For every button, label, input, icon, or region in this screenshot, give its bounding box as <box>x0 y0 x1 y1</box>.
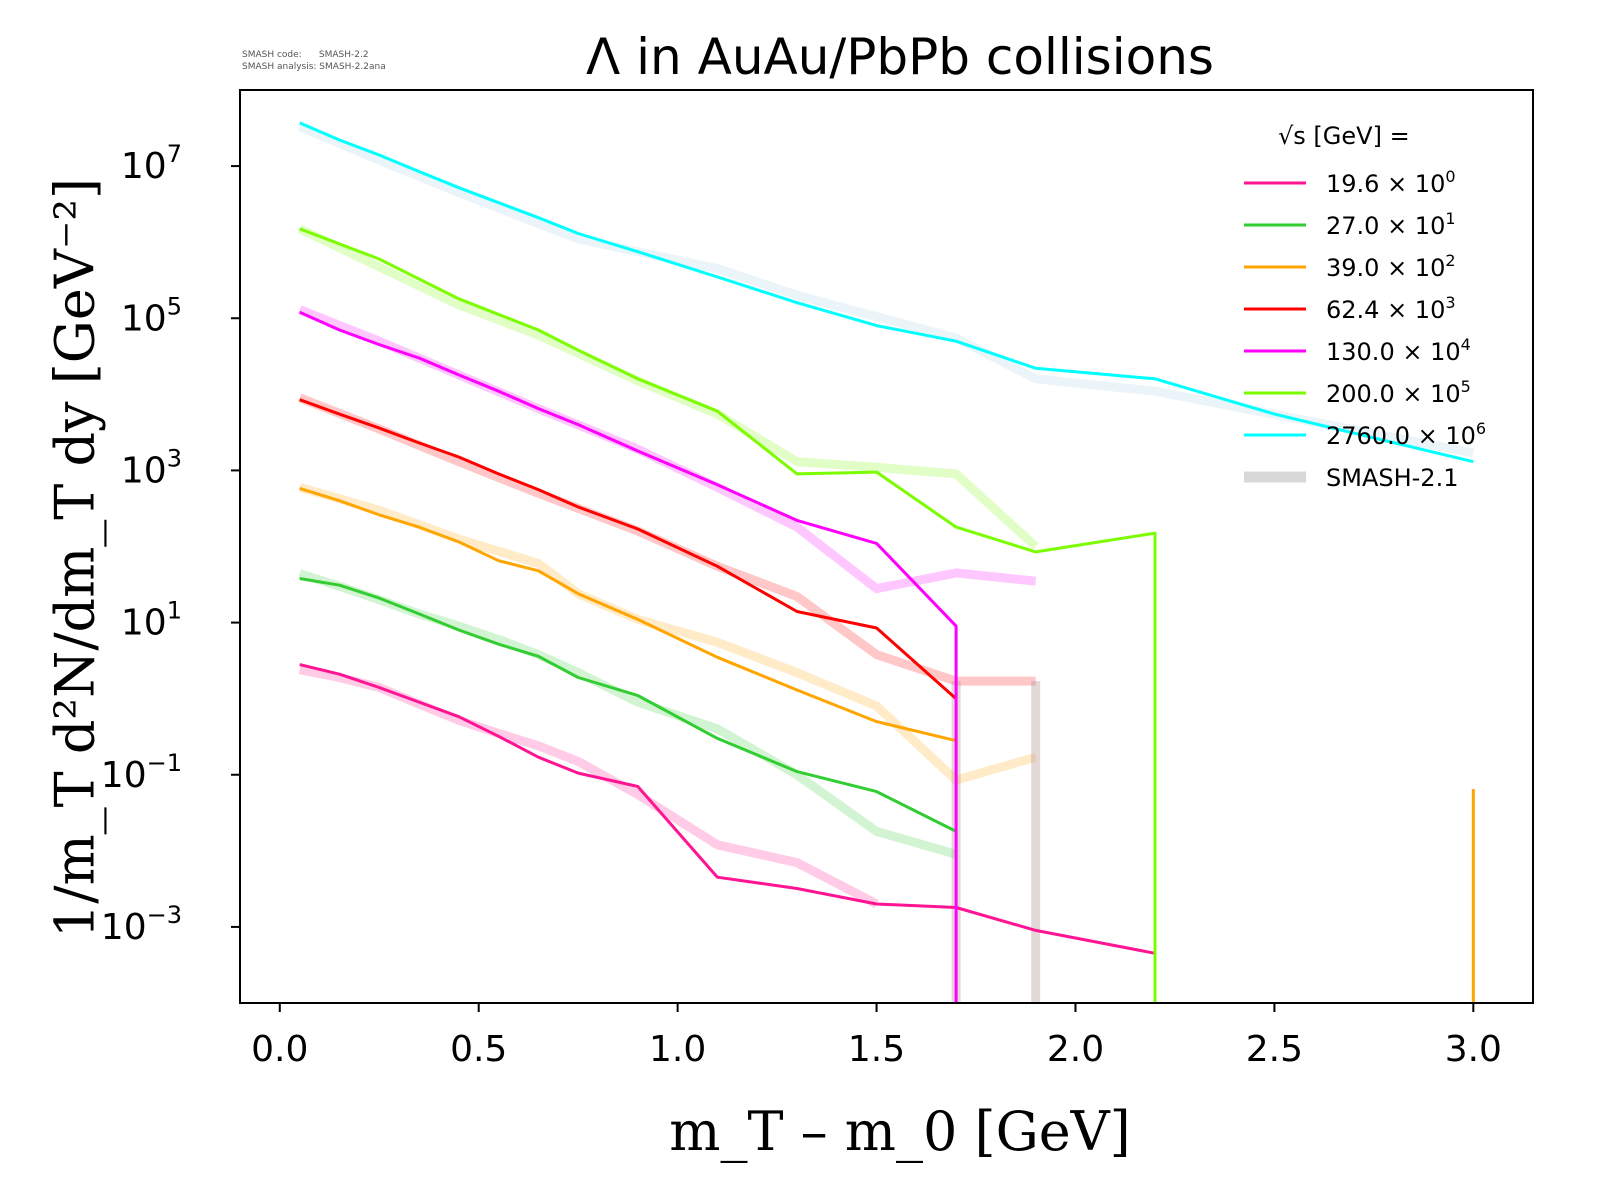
legend-label-62-4-10-3: 62.4 × 103 <box>1326 293 1456 324</box>
y-tick-label: 105 <box>121 292 182 339</box>
x-axis-label: m_T – m_0 [GeV] <box>669 1100 1131 1163</box>
legend-label-2760-0-10-6: 2760.0 × 106 <box>1326 419 1486 450</box>
software-info-line-2: SMASH analysis: SMASH-2.2ana <box>242 62 386 72</box>
legend-label-130-0-10-4: 130.0 × 104 <box>1326 335 1471 366</box>
series-line-27-0-10-1 <box>299 577 957 833</box>
y-tick-exponent: 3 <box>167 444 182 472</box>
legend-exponent: 2 <box>1445 251 1455 270</box>
legend-exponent: 6 <box>1476 419 1486 438</box>
software-info-line-1: SMASH code: SMASH-2.2 <box>242 50 369 60</box>
legend-label-smash-2-1: SMASH-2.1 <box>1326 464 1458 492</box>
legend-exponent: 3 <box>1445 293 1455 312</box>
y-tick-label: 107 <box>121 140 182 187</box>
legend-title: √s [GeV] = <box>1278 122 1410 150</box>
chart-title: Λ in AuAu/PbPb collisions <box>586 28 1214 86</box>
series-group <box>299 121 1475 1003</box>
y-axis-label: 1/m_T d²N/dm_T dy [GeV⁻²] <box>43 177 107 939</box>
y-tick-exponent: −1 <box>147 749 182 777</box>
reference-line-1 <box>298 665 879 908</box>
series-line-19-6-10-0 <box>299 663 1156 955</box>
y-tick-label: 101 <box>121 597 182 644</box>
x-tick-label: 0.5 <box>450 1029 507 1070</box>
y-tick-label: 10−3 <box>101 901 182 948</box>
reference-series-group <box>297 122 1475 1003</box>
y-tick-exponent: −3 <box>147 901 182 929</box>
y-axis-label-anchor: 1/m_T d²N/dm_T dy [GeV⁻²] <box>44 178 107 938</box>
legend-label-200-0-10-5: 200.0 × 105 <box>1326 377 1471 408</box>
series-line-200-0-10-5 <box>299 227 1157 1003</box>
y-tick-exponent: 5 <box>167 292 182 320</box>
legend: √s [GeV] = 19.6 × 100 27.0 × 101 39.0 × 10… <box>1244 122 1486 492</box>
legend-exponent: 1 <box>1445 209 1455 228</box>
reference-line-6 <box>297 224 1039 550</box>
legend-label-39-0-10-2: 39.0 × 102 <box>1326 251 1456 282</box>
plot-frame <box>239 89 1534 1004</box>
x-tick-label: 3.0 <box>1445 1029 1502 1070</box>
y-tick-exponent: 7 <box>167 140 182 168</box>
series-line-39-0-10-2 <box>299 486 957 743</box>
x-tick-label: 2.5 <box>1246 1029 1303 1070</box>
legend-exponent: 4 <box>1461 335 1471 354</box>
y-axis: 10−3 10−1 101 103 105 107 <box>101 140 240 948</box>
x-tick-label: 1.0 <box>649 1029 706 1070</box>
y-tick-label: 103 <box>121 444 182 491</box>
series-line-62-4-10-3 <box>299 398 958 700</box>
legend-exponent: 0 <box>1445 167 1455 186</box>
x-tick-label: 0.0 <box>251 1029 308 1070</box>
x-tick-label: 2.0 <box>1047 1029 1104 1070</box>
x-axis: 0.0 0.5 1.0 1.5 2.0 2.5 3.0 <box>251 1003 1502 1070</box>
series-line-130-0-10-4 <box>299 310 958 1003</box>
legend-label-19-6-10-0: 19.6 × 100 <box>1326 167 1456 198</box>
y-tick-label: 10−1 <box>101 749 182 796</box>
x-tick-label: 1.5 <box>848 1029 905 1070</box>
series-line-2760-0-10-6 <box>299 121 1474 464</box>
legend-label-27-0-10-1: 27.0 × 101 <box>1326 209 1456 240</box>
reference-line-7 <box>297 122 1475 458</box>
y-tick-exponent: 1 <box>167 597 182 625</box>
legend-exponent: 5 <box>1461 377 1471 396</box>
